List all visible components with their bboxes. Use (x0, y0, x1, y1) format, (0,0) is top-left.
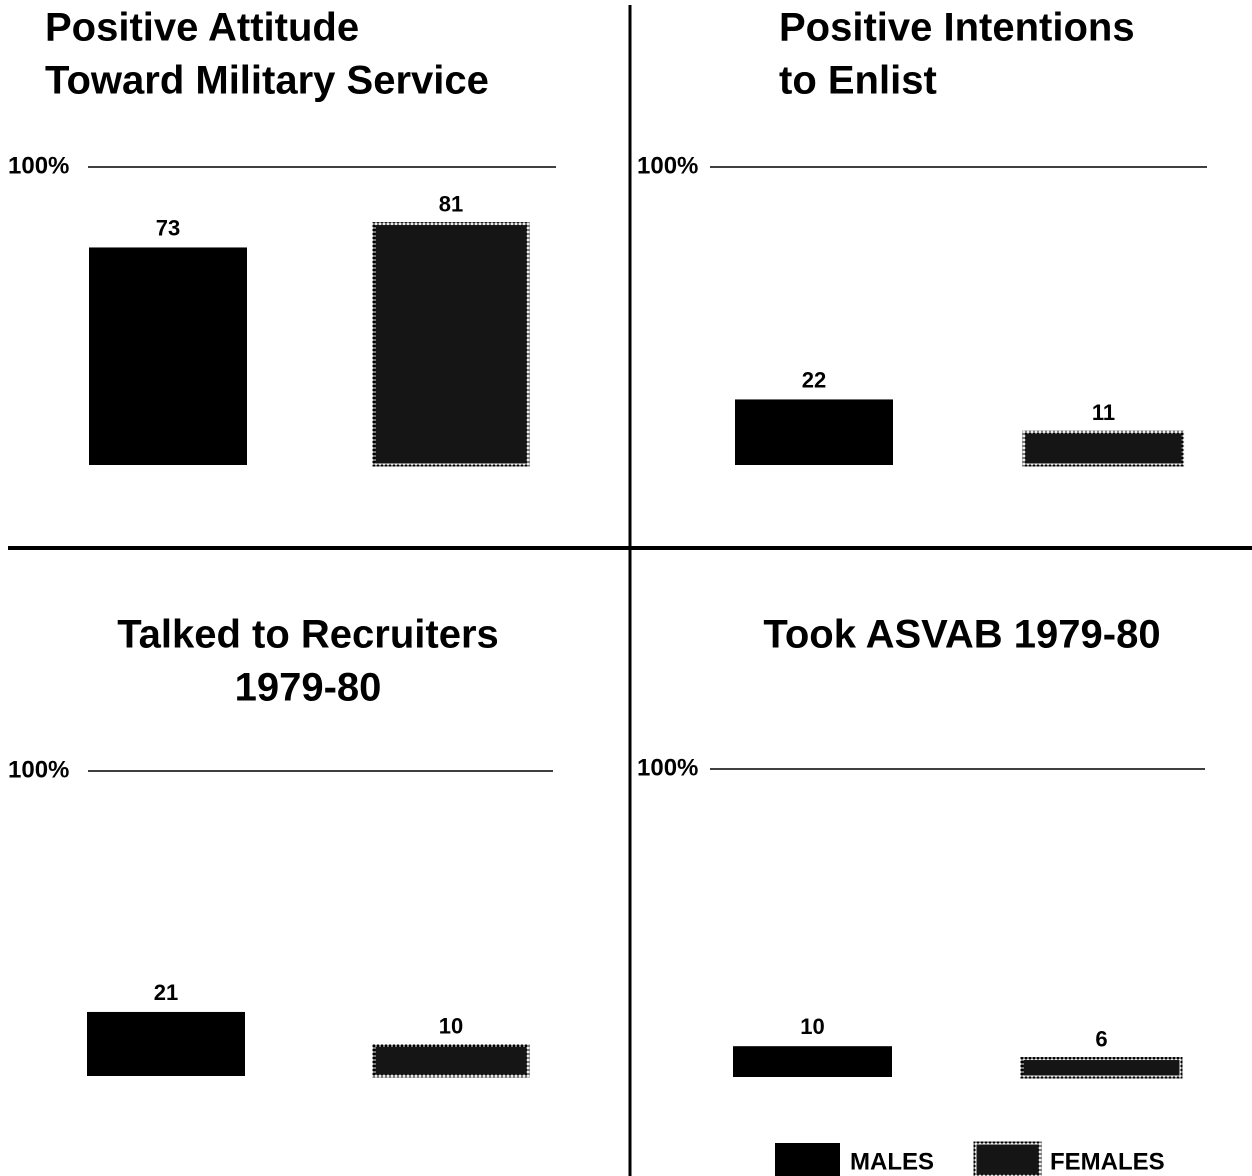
chart-title: Took ASVAB 1979-80 (763, 613, 1160, 657)
value-label: 73 (156, 215, 180, 240)
bar (87, 1011, 245, 1076)
value-label: 22 (802, 367, 826, 392)
value-label: 21 (154, 980, 178, 1005)
chart-title: Talked to Recruiters (117, 613, 499, 657)
chart-title: Positive Intentions (779, 6, 1135, 50)
value-label: 10 (439, 1013, 463, 1038)
y-tick-label: 100% (8, 756, 69, 783)
value-label: 6 (1095, 1026, 1107, 1051)
y-tick-label: 100% (637, 152, 698, 179)
bar (1022, 430, 1185, 467)
chart-title: to Enlist (779, 59, 937, 103)
chart-title: Positive Attitude (45, 6, 359, 50)
bar (372, 222, 530, 467)
y-tick-label: 100% (8, 152, 69, 179)
legend-label: MALES (850, 1148, 934, 1175)
legend-swatch (973, 1141, 1042, 1176)
bar (733, 1046, 892, 1077)
bar (1020, 1057, 1183, 1079)
legend-label: FEMALES (1050, 1148, 1165, 1175)
value-label: 11 (1092, 400, 1115, 425)
value-label: 10 (800, 1014, 824, 1039)
bar (89, 247, 247, 465)
bar (735, 399, 893, 465)
chart-title: 1979-80 (235, 666, 382, 710)
legend-swatch (775, 1143, 840, 1176)
y-tick-label: 100% (637, 754, 698, 781)
value-label: 81 (439, 191, 463, 216)
bar (372, 1044, 530, 1078)
chart-title: Toward Military Service (45, 59, 489, 103)
